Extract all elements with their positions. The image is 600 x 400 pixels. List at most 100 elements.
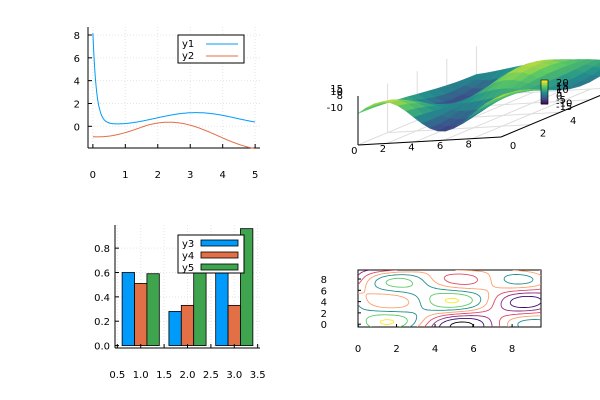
colorbar-cell xyxy=(541,81,548,83)
contour-level xyxy=(358,270,541,327)
legend-swatch xyxy=(200,263,239,271)
colorbar-cell xyxy=(541,102,548,105)
colorbar-cell xyxy=(541,98,548,100)
x-tick-label: 3.0 xyxy=(226,370,242,381)
z-tick-label: 15 xyxy=(330,84,343,95)
colorbar-cell xyxy=(541,100,548,103)
colorbar-tick-label: -5 xyxy=(556,95,566,106)
y-tick-label: 0.6 xyxy=(94,268,110,279)
colorbar-cell xyxy=(541,86,548,88)
colorbar-tick-label: -15 xyxy=(556,102,572,113)
colorbar-cell xyxy=(541,87,548,89)
grid-line xyxy=(387,124,531,134)
bar-y3 xyxy=(121,272,135,346)
contour-lines xyxy=(358,270,541,327)
y-tick-label: 8 xyxy=(321,275,327,286)
bar-y4 xyxy=(227,304,241,346)
colorbar-cell xyxy=(541,99,548,101)
x-tick-label: 8 xyxy=(509,344,515,355)
contour-level xyxy=(379,297,460,325)
contour-level xyxy=(365,277,473,327)
colorbar-cell xyxy=(541,83,548,86)
legend-label: y2 xyxy=(182,51,194,62)
colorbar-cell xyxy=(541,93,548,95)
y-tick-label: 2 xyxy=(540,129,546,140)
grid-line xyxy=(500,94,600,138)
y-tick-label: 2 xyxy=(74,99,80,110)
colorbar-cell xyxy=(541,82,548,85)
colorbar-cell xyxy=(541,89,548,92)
z-tick-label: -10 xyxy=(327,103,343,114)
y-tick-label: 8 xyxy=(74,31,80,42)
x-tick-label: 0.5 xyxy=(109,370,125,381)
x-tick-label: 3 xyxy=(187,170,193,181)
x-tick-label: 0 xyxy=(355,344,361,355)
series-line-y2 xyxy=(92,121,256,150)
y-tick-label: 4 xyxy=(321,298,327,309)
series-line-y1 xyxy=(92,33,256,125)
contour-level xyxy=(438,295,541,327)
x-tick-label: 6 xyxy=(437,141,443,152)
colorbar-cell xyxy=(541,90,548,93)
x-tick-label: 4 xyxy=(219,170,225,181)
x-tick-label: 1 xyxy=(122,170,128,181)
colorbar-cell xyxy=(541,88,548,91)
contour-level xyxy=(358,270,541,327)
y-tick-label: 6 xyxy=(321,286,327,297)
bar-y4 xyxy=(180,304,195,346)
x-tick-label: 4 xyxy=(432,344,438,355)
colorbar-tick-label: 10 xyxy=(556,85,569,96)
bar-y3 xyxy=(215,269,229,346)
y-tick-label: 0 xyxy=(510,141,516,152)
y-axis xyxy=(500,94,600,138)
surface-patch xyxy=(493,92,511,100)
colorbar-cell xyxy=(541,95,548,98)
y-tick-label: 4 xyxy=(570,116,576,127)
colorbar-cell xyxy=(541,80,548,82)
surface-patch xyxy=(357,104,376,114)
z-tick-label: 8 xyxy=(337,91,343,102)
colorbar-tick-label: -10 xyxy=(556,99,572,110)
legend-label: y5 xyxy=(182,263,194,274)
colorbar-cell xyxy=(541,96,548,99)
x-tick-label: 2 xyxy=(393,344,399,355)
legend-box xyxy=(177,34,245,64)
x-tick-label: 1.5 xyxy=(156,370,172,381)
bar-chart-panel: 0.5 1.0 1.5 2.0 2.5 3.0 3.5 0.0 0.2 0.4 0.6 0.8 y3y4… xyxy=(94,225,266,381)
y-tick-label: 0.0 xyxy=(94,342,110,353)
colorbar-frame xyxy=(540,79,549,105)
x-tick-label: 0 xyxy=(90,170,96,181)
x-tick-label: 2 xyxy=(155,170,161,181)
bar-y5 xyxy=(146,273,160,346)
x-tick-label: 1.0 xyxy=(133,370,149,381)
y-tick-label: 0 xyxy=(74,122,80,133)
y-tick-label: 2 xyxy=(321,309,327,320)
legend-label: y4 xyxy=(182,251,194,262)
colorbar-cell xyxy=(541,84,548,87)
contour-level xyxy=(358,274,541,327)
colorbar-tick-label: 20 xyxy=(556,78,569,89)
legend-label: y3 xyxy=(182,239,194,250)
z-tick-label: 10 xyxy=(330,87,343,98)
contour-level xyxy=(358,270,541,327)
y-tick-label: 0 xyxy=(321,320,327,331)
bar-y4 xyxy=(134,283,148,346)
x-tick-label: 6 xyxy=(470,344,476,355)
y-tick-label: 4 xyxy=(74,77,80,88)
x-tick-label: 8 xyxy=(466,139,472,150)
x-axis xyxy=(357,136,502,146)
x-tick-label: 3.5 xyxy=(250,370,266,381)
x-tick-label: 0 xyxy=(351,146,357,157)
bar-y3 xyxy=(168,311,182,346)
x-tick-label: 2.0 xyxy=(180,370,196,381)
legend-label: y1 xyxy=(182,39,194,50)
x-tick-label: 2.5 xyxy=(203,370,219,381)
y-tick-label: 0.4 xyxy=(94,293,110,304)
colorbar-cell xyxy=(541,92,548,94)
colorbar-cell xyxy=(541,94,548,97)
y-tick-label: 6 xyxy=(74,54,80,65)
x-tick-label: 2 xyxy=(380,144,386,155)
